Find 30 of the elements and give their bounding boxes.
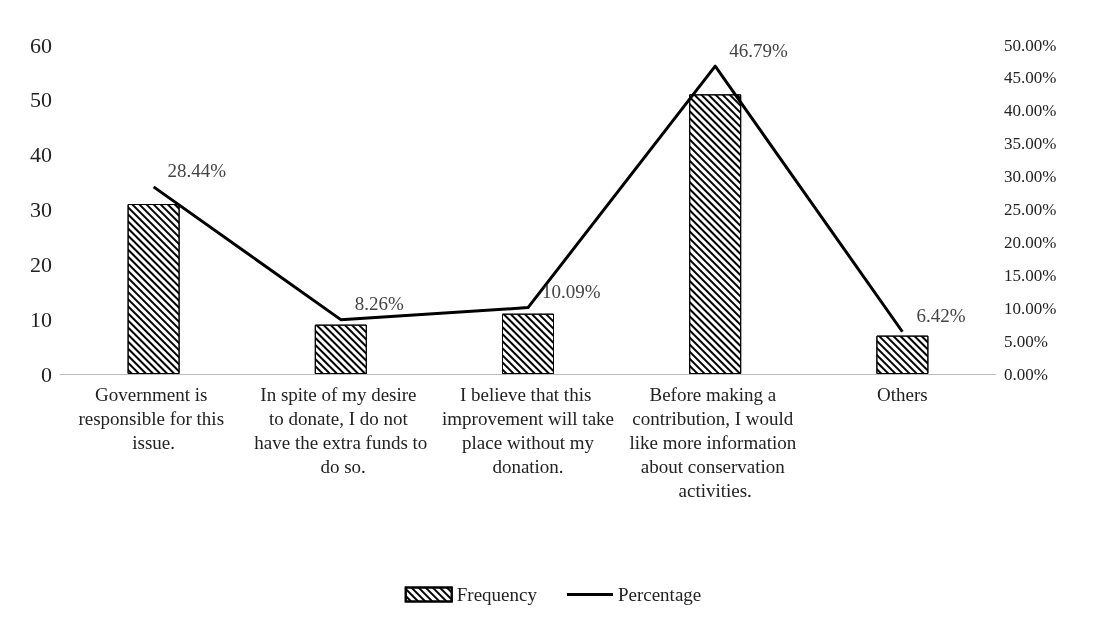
x-tick-label: Before making a contribution, I would like more information about conservation activities. (629, 383, 801, 501)
x-tick-label: Government is responsible for this issue. (78, 383, 229, 453)
y-tick-label: 60 (30, 32, 52, 58)
y2-tick-label: 50.00% (1004, 35, 1057, 55)
y2-tick-label: 25.00% (1004, 200, 1057, 219)
x-tick-label: In spite of my desire to donate, I do not have the extra funds to do so. (254, 383, 428, 477)
y2-tick-label: 40.00% (1004, 101, 1057, 121)
y-tick-label: 10 (30, 306, 52, 332)
legend-label: Frequency (456, 584, 538, 605)
y2-tick-label: 20.00% (1004, 232, 1057, 252)
y-tick-label: 40 (30, 142, 52, 168)
data-label: 10.09% (542, 281, 601, 303)
x-tick-label: I believe that this improvement will take place without my donation. (441, 383, 615, 477)
y-tick-label: 20 (30, 251, 52, 277)
legend-label: Percentage (617, 584, 702, 605)
y2-tick-label: 15.00% (1004, 265, 1057, 285)
y-tick-label: 0 (41, 361, 52, 387)
y2-tick-label: 45.00% (1004, 68, 1057, 88)
data-label: 8.26% (354, 293, 405, 315)
data-label: 6.42% (916, 305, 966, 327)
data-label: 46.79% (729, 39, 788, 61)
y-tick-label: 30 (30, 197, 52, 222)
y2-tick-label: 30.00% (1004, 167, 1057, 187)
y2-tick-label: 10.00% (1004, 298, 1057, 318)
y-tick-label: 50 (30, 87, 52, 113)
y2-tick-label: 0.00% (1004, 364, 1048, 384)
x-tick-label: Others (877, 383, 928, 405)
y2-tick-label: 35.00% (1004, 134, 1057, 154)
data-label: 28.44% (167, 160, 227, 182)
y2-tick-label: 5.00% (1004, 331, 1048, 351)
